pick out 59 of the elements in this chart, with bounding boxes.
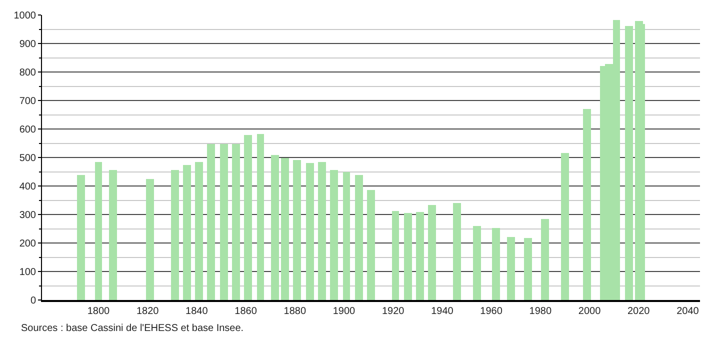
- bar: [183, 165, 191, 300]
- bar: [561, 153, 569, 300]
- bar: [492, 228, 500, 300]
- bar: [453, 203, 461, 300]
- x-tick-label: 2040: [676, 306, 700, 317]
- y-tick-label: 900: [19, 39, 36, 50]
- y-tick-label: 100: [19, 267, 36, 278]
- x-tick-label: 1840: [186, 306, 208, 317]
- x-tick-label: 1980: [529, 306, 552, 317]
- bar: [507, 237, 515, 300]
- bar: [271, 155, 279, 300]
- x-tick-label: 1820: [136, 306, 160, 317]
- bar: [77, 175, 85, 300]
- bar: [95, 162, 102, 300]
- y-tick-label: 200: [19, 238, 36, 250]
- x-tick-label: 1880: [284, 306, 306, 317]
- y-tick-label: 400: [19, 182, 36, 192]
- bar: [428, 205, 436, 300]
- bar: [524, 238, 532, 300]
- x-tick-label: 1900: [332, 306, 356, 317]
- source-note: Sources : base Cassini de l'EHESS et base Insee.: [21, 323, 244, 334]
- bar: [583, 109, 591, 300]
- bar: [416, 212, 424, 300]
- y-tick-label: 1000: [14, 10, 36, 22]
- y-tick-label: 300: [19, 210, 36, 221]
- y-tick-label: 800: [19, 68, 36, 78]
- bar: [355, 175, 363, 300]
- bar: [220, 144, 228, 300]
- y-tick-label: 700: [19, 96, 36, 107]
- bar: [244, 135, 252, 300]
- bar: [146, 179, 154, 300]
- x-tick-label: 1920: [382, 306, 405, 317]
- bar: [207, 144, 215, 300]
- y-tick-label: 0: [30, 296, 36, 306]
- bar: [330, 170, 338, 300]
- bar: [625, 26, 633, 300]
- bar: [404, 213, 412, 300]
- bar: [293, 160, 301, 300]
- x-tick-label: 1800: [87, 306, 110, 317]
- x-tick-label: 2000: [578, 306, 602, 317]
- bar: [541, 219, 549, 300]
- x-tick-label: 1960: [480, 306, 503, 317]
- bar: [171, 170, 179, 300]
- bar: [392, 211, 399, 300]
- y-tick-label: 500: [19, 153, 36, 164]
- x-tick-label: 1940: [431, 306, 454, 317]
- bar: [306, 163, 314, 300]
- bar: [257, 134, 264, 300]
- x-tick-label: 1860: [234, 306, 258, 317]
- bar: [473, 226, 481, 300]
- bar: [318, 162, 326, 300]
- bar: [281, 158, 289, 300]
- bar: [367, 190, 375, 300]
- y-tick-label: 600: [19, 124, 36, 136]
- x-tick-label: 2020: [627, 306, 650, 317]
- bar: [109, 170, 117, 300]
- bar: [232, 144, 240, 300]
- bar: [343, 172, 350, 300]
- bar: [195, 162, 203, 300]
